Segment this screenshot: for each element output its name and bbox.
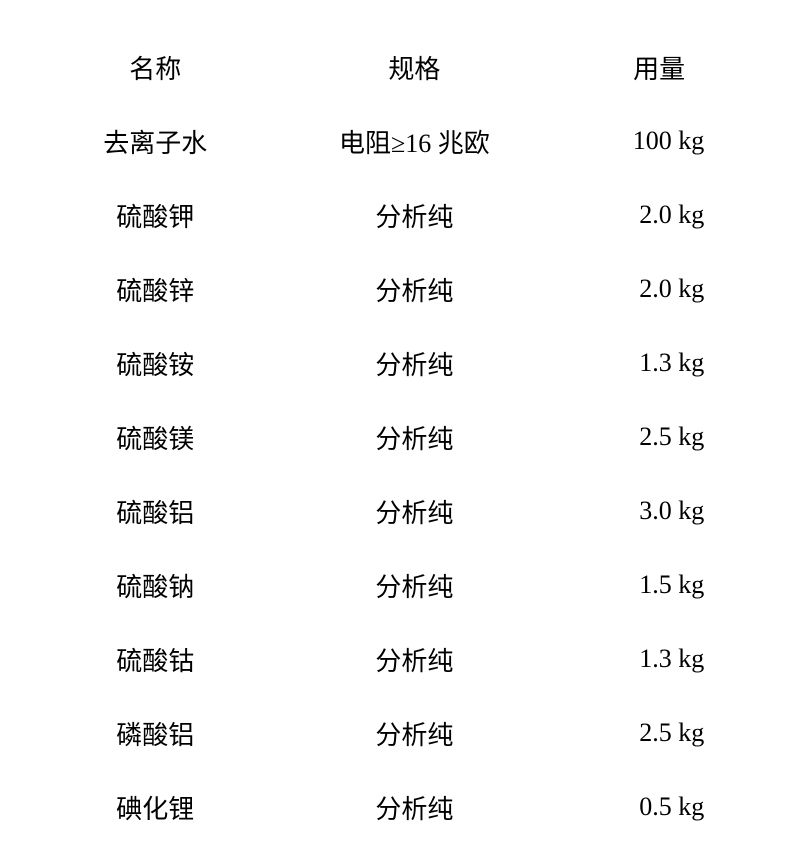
materials-table: 名称 规格 用量 去离子水 电阻≥16 兆欧 100 kg 硫酸钾 分析纯 2.… (40, 30, 760, 844)
amount-value: 1.3 kg (614, 644, 704, 674)
table-row: 去离子水 电阻≥16 兆欧 100 kg (40, 104, 760, 178)
cell-name: 硫酸镁 (40, 419, 270, 456)
table-row: 硫酸钠 分析纯 1.5 kg (40, 548, 760, 622)
table-row: 碘化锂 分析纯 0.5 kg (40, 770, 760, 844)
cell-amount: 1.3 kg (558, 644, 760, 674)
cell-amount: 0.5 kg (558, 792, 760, 822)
cell-amount: 2.5 kg (558, 718, 760, 748)
cell-amount: 2.5 kg (558, 422, 760, 452)
amount-value: 2.5 kg (614, 718, 704, 748)
cell-name: 硫酸钴 (40, 641, 270, 678)
cell-spec: 电阻≥16 兆欧 (270, 123, 558, 160)
cell-amount: 1.5 kg (558, 570, 760, 600)
amount-value: 1.3 kg (614, 348, 704, 378)
amount-value: 2.0 kg (614, 274, 704, 304)
table-header-row: 名称 规格 用量 (40, 30, 760, 104)
cell-amount: 2.0 kg (558, 200, 760, 230)
cell-amount: 100 kg (558, 126, 760, 156)
amount-value: 3.0 kg (614, 496, 704, 526)
cell-name: 硫酸钾 (40, 197, 270, 234)
cell-name: 磷酸铝 (40, 715, 270, 752)
header-amount: 用量 (558, 49, 760, 86)
cell-name: 硫酸铵 (40, 345, 270, 382)
cell-spec: 分析纯 (270, 789, 558, 826)
amount-value: 2.0 kg (614, 200, 704, 230)
amount-value: 1.5 kg (614, 570, 704, 600)
table-row: 硫酸铵 分析纯 1.3 kg (40, 326, 760, 400)
header-name: 名称 (40, 49, 270, 86)
table-row: 硫酸镁 分析纯 2.5 kg (40, 400, 760, 474)
cell-name: 去离子水 (40, 123, 270, 160)
table-row: 磷酸铝 分析纯 2.5 kg (40, 696, 760, 770)
table-row: 硫酸铝 分析纯 3.0 kg (40, 474, 760, 548)
amount-value: 2.5 kg (614, 422, 704, 452)
amount-value: 100 kg (614, 126, 704, 156)
cell-spec: 分析纯 (270, 419, 558, 456)
cell-amount: 3.0 kg (558, 496, 760, 526)
amount-value: 0.5 kg (614, 792, 704, 822)
cell-spec: 分析纯 (270, 641, 558, 678)
cell-name: 硫酸锌 (40, 271, 270, 308)
cell-spec: 分析纯 (270, 197, 558, 234)
header-spec: 规格 (270, 49, 558, 86)
cell-spec: 分析纯 (270, 715, 558, 752)
table-row: 硫酸锌 分析纯 2.0 kg (40, 252, 760, 326)
cell-spec: 分析纯 (270, 493, 558, 530)
cell-spec: 分析纯 (270, 567, 558, 604)
cell-name: 硫酸铝 (40, 493, 270, 530)
cell-amount: 1.3 kg (558, 348, 760, 378)
cell-name: 碘化锂 (40, 789, 270, 826)
cell-amount: 2.0 kg (558, 274, 760, 304)
cell-spec: 分析纯 (270, 271, 558, 308)
cell-spec: 分析纯 (270, 345, 558, 382)
table-row: 硫酸钾 分析纯 2.0 kg (40, 178, 760, 252)
table-row: 硫酸钴 分析纯 1.3 kg (40, 622, 760, 696)
cell-name: 硫酸钠 (40, 567, 270, 604)
